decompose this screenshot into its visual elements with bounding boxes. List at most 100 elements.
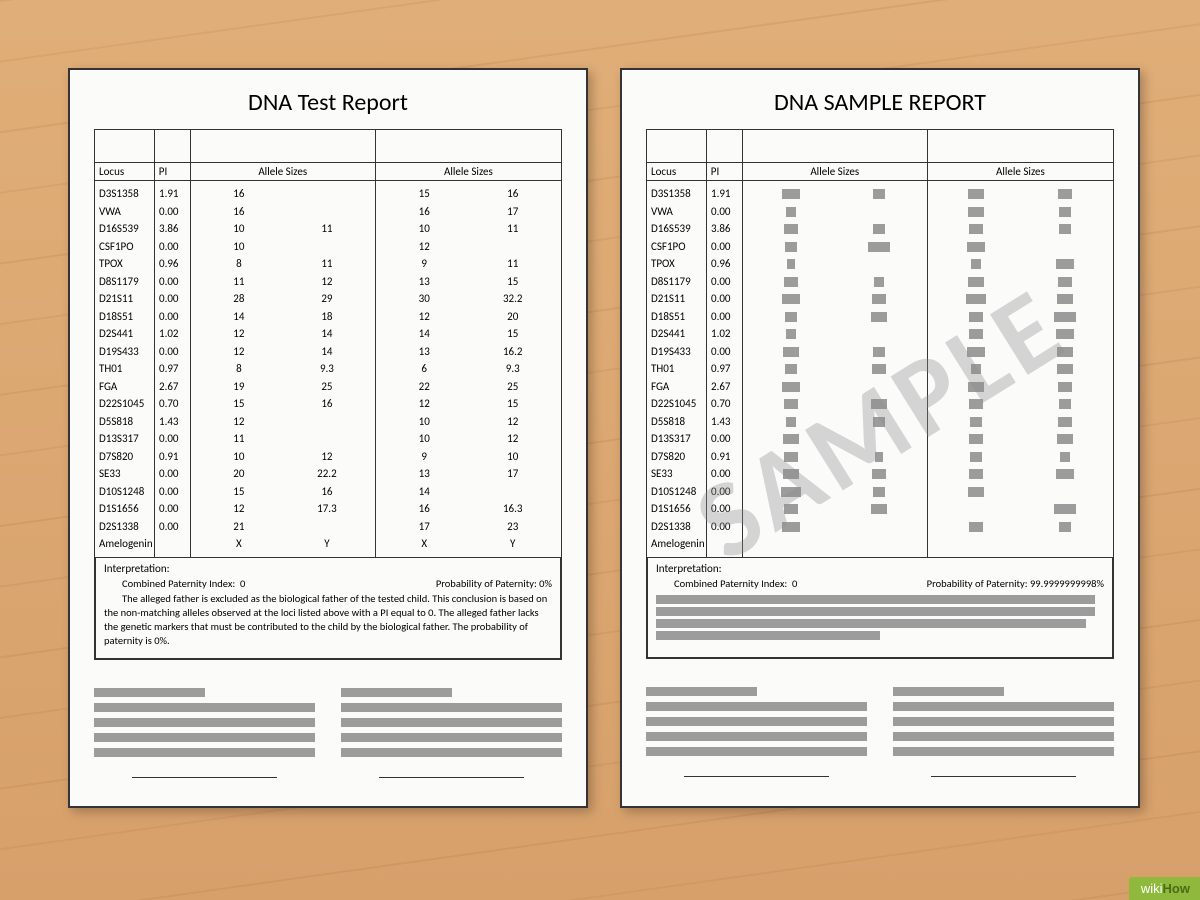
locus-cell: SE33 (99, 465, 150, 483)
allele-redacted (932, 220, 1109, 238)
wikihow-badge: wikiHow (1129, 877, 1200, 900)
allele-cell: 1415 (380, 325, 557, 343)
allele-cell: 12 (195, 413, 371, 431)
pi-cell: 0.00 (159, 518, 186, 536)
allele-redacted (747, 325, 923, 343)
report-right: SAMPLE DNA SAMPLE REPORT Locus PI Allele… (620, 68, 1140, 808)
pi-cell: 1.43 (159, 413, 186, 431)
allele-cell: 2829 (195, 290, 371, 308)
locus-cell: TH01 (99, 360, 150, 378)
locus-cell: D1S1656 (99, 500, 150, 518)
right-signature-area (646, 687, 1114, 777)
allele-cell: 1516 (380, 185, 557, 203)
allele-cell: 910 (380, 448, 557, 466)
allele-redacted (747, 500, 923, 518)
locus-cell: D18S51 (99, 308, 150, 326)
locus-cell: D1S1656 (651, 500, 702, 518)
allele-cell: 1418 (195, 308, 371, 326)
allele-redacted (747, 343, 923, 361)
pi-cell: 0.00 (159, 290, 186, 308)
allele-cell: 1214 (195, 325, 371, 343)
allele-redacted (932, 185, 1109, 203)
pi-cell: 0.00 (711, 465, 738, 483)
locus-cell: TPOX (651, 255, 702, 273)
locus-cell: D19S433 (651, 343, 702, 361)
allele-redacted (932, 273, 1109, 291)
hdr-pi: PI (155, 163, 191, 180)
allele-redacted (932, 255, 1109, 273)
pi-cell: 0.00 (711, 483, 738, 501)
allele-cell: 16 (195, 203, 371, 221)
allele-redacted (747, 413, 923, 431)
pi-cell: 2.67 (711, 378, 738, 396)
pi-cell: 0.00 (159, 238, 186, 256)
pi-cell: 0.00 (711, 343, 738, 361)
locus-cell: D3S1358 (99, 185, 150, 203)
locus-cell: D21S11 (651, 290, 702, 308)
locus-cell: VWA (651, 203, 702, 221)
locus-cell: D7S820 (651, 448, 702, 466)
pi-cell: 0.00 (711, 518, 738, 536)
allele-cell: 1723 (380, 518, 557, 536)
allele-redacted (932, 413, 1109, 431)
locus-cell: D2S441 (99, 325, 150, 343)
left-title: DNA Test Report (94, 88, 562, 117)
allele-cell: 2225 (380, 378, 557, 396)
allele-cell: 2022.2 (195, 465, 371, 483)
locus-cell: D16S539 (651, 220, 702, 238)
locus-cell: D21S11 (99, 290, 150, 308)
allele-redacted (747, 238, 923, 256)
allele-cell: 811 (195, 255, 371, 273)
cpi: Combined Paternity Index: 0 (674, 577, 797, 590)
pi-cell: 3.86 (711, 220, 738, 238)
allele-cell: 911 (380, 255, 557, 273)
locus-cell: D10S1248 (651, 483, 702, 501)
allele-cell: 69.3 (380, 360, 557, 378)
hdr-locus: Locus (95, 163, 155, 180)
allele-cell: 1012 (380, 430, 557, 448)
hdr-allele2: Allele Sizes (376, 163, 561, 180)
locus-cell: TH01 (651, 360, 702, 378)
pi-cell: 1.43 (711, 413, 738, 431)
hdr-allele2: Allele Sizes (928, 163, 1113, 180)
allele-redacted (932, 518, 1109, 536)
pi-cell: 1.02 (159, 325, 186, 343)
allele-cell: 1925 (195, 378, 371, 396)
pi-cell: 0.00 (711, 273, 738, 291)
pi-cell: 0.97 (711, 360, 738, 378)
allele-cell: 1316.2 (380, 343, 557, 361)
pi-cell: 0.00 (711, 290, 738, 308)
allele-cell: 1617 (380, 203, 557, 221)
allele-redacted (932, 430, 1109, 448)
locus-cell: D22S1045 (651, 395, 702, 413)
locus-cell: D13S317 (651, 430, 702, 448)
locus-cell: D8S1179 (99, 273, 150, 291)
allele-redacted (932, 378, 1109, 396)
pi-cell: 0.00 (711, 500, 738, 518)
allele-cell: 1011 (195, 220, 371, 238)
amel-cell: XY (195, 535, 371, 553)
allele-redacted (932, 395, 1109, 413)
left-interpretation: Interpretation: Combined Paternity Index… (95, 558, 561, 660)
locus-cell: FGA (651, 378, 702, 396)
hdr-allele1: Allele Sizes (743, 163, 928, 180)
amelogenin-label: Amelogenin (651, 535, 702, 553)
allele-redacted (747, 518, 923, 536)
locus-cell: CSF1PO (99, 238, 150, 256)
allele-redacted (932, 465, 1109, 483)
locus-cell: D5S818 (99, 413, 150, 431)
allele-redacted (932, 203, 1109, 221)
allele-redacted (932, 483, 1109, 501)
left-col-headers: Locus PI Allele Sizes Allele Sizes (95, 162, 561, 181)
pi-cell: 0.00 (159, 465, 186, 483)
pi-cell: 0.00 (711, 238, 738, 256)
pi-cell: 1.91 (159, 185, 186, 203)
pi-cell: 0.00 (159, 483, 186, 501)
locus-cell: D2S1338 (99, 518, 150, 536)
pi-cell: 0.00 (711, 203, 738, 221)
allele-cell: 1317 (380, 465, 557, 483)
allele-cell: 11 (195, 430, 371, 448)
pi-cell: 0.00 (159, 500, 186, 518)
allele-cell: 12 (380, 238, 557, 256)
left-table: Locus PI Allele Sizes Allele Sizes D3S13… (94, 129, 562, 660)
